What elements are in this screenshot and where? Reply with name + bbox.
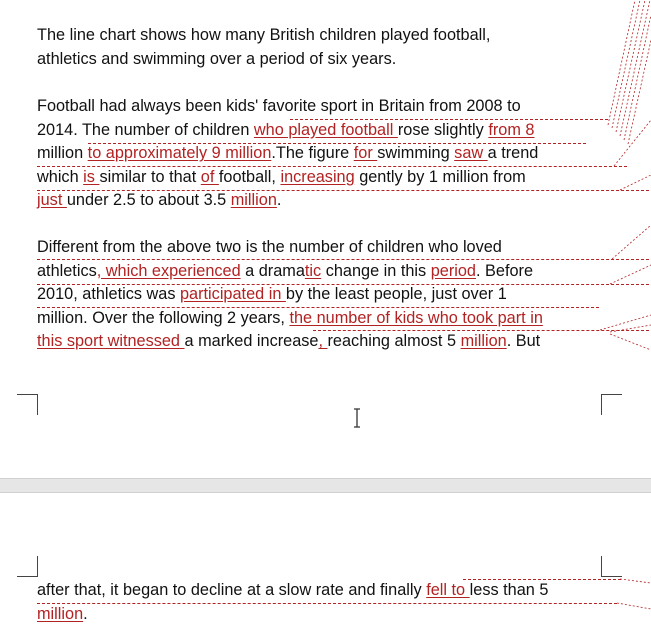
tracked-insertion[interactable]: tic — [304, 261, 322, 280]
text-run: change in this — [321, 261, 431, 280]
tracked-insertion[interactable]: from 8 — [488, 120, 535, 139]
page-corner-mark-icon — [601, 394, 622, 415]
text-run: athletics and swimming over a period of … — [37, 49, 397, 68]
text-run: by the least people, just over 1 — [285, 285, 507, 303]
tracked-insertion[interactable]: million — [460, 332, 507, 350]
margin-comment-connectors — [600, 0, 651, 351]
text-line: The line chart shows how many British ch… — [37, 24, 617, 48]
tracked-insertion[interactable]: increasing — [280, 167, 355, 186]
text-run: under 2.5 to about 3.5 — [66, 191, 231, 209]
tracked-insertion[interactable]: , which experienced — [96, 261, 241, 280]
text-run: a trend — [487, 144, 539, 162]
tracked-insertion[interactable]: million — [37, 604, 84, 623]
revision-dash-line — [290, 119, 608, 120]
tracked-insertion[interactable]: just — [37, 191, 67, 209]
text-run: similar to that — [99, 167, 201, 186]
document-page-2: after that, it began to decline at a slo… — [0, 493, 651, 639]
text-run: The line chart shows how many British ch… — [37, 26, 491, 44]
text-run: million. Over the following 2 years, — [37, 308, 290, 327]
text-run: which — [37, 167, 84, 186]
text-run: . — [276, 191, 282, 209]
text-line: after that, it began to decline at a slo… — [37, 579, 617, 603]
text-run: athletics — [37, 261, 97, 280]
revision-dash-line — [37, 190, 649, 191]
text-line: 2010, athletics was participated in by t… — [37, 283, 617, 307]
text-run: Different from the above two is the numb… — [37, 238, 502, 256]
text-line: athletics and swimming over a period of … — [37, 48, 617, 72]
document-page-1: The line chart shows how many British ch… — [17, 0, 651, 428]
text-run: a marked increase — [184, 332, 319, 350]
paragraph-4[interactable]: after that, it began to decline at a slo… — [37, 579, 617, 626]
tracked-insertion[interactable]: who played football — [253, 120, 398, 139]
text-line: Football had always been kids' favorite … — [37, 95, 617, 119]
revision-dash-line — [37, 284, 649, 285]
text-run: Football had always been kids' favorite … — [37, 97, 521, 115]
tracked-insertion[interactable]: this sport witnessed — [37, 332, 185, 350]
tracked-insertion[interactable]: , — [318, 332, 328, 350]
tracked-insertion[interactable]: participated in — [180, 285, 286, 303]
margin-comment-connectors — [616, 578, 651, 610]
text-line: million. Over the following 2 years, the… — [37, 307, 617, 331]
text-line: which is similar to that of football, in… — [37, 166, 617, 190]
text-line: million. — [37, 603, 617, 627]
text-line: Different from the above two is the numb… — [37, 236, 617, 260]
tracked-insertion[interactable]: fell to — [426, 581, 470, 599]
text-run: rose slightly — [397, 120, 489, 139]
paragraph-1[interactable]: The line chart shows how many British ch… — [37, 24, 617, 71]
page-separator — [0, 478, 651, 493]
tracked-insertion[interactable]: of — [200, 167, 219, 186]
tracked-insertion[interactable]: period — [430, 261, 476, 280]
text-run: 2014. The number of children — [37, 120, 254, 139]
text-cursor-icon — [354, 408, 360, 428]
text-run: after that, it began to decline at a slo… — [37, 581, 427, 599]
tracked-insertion[interactable]: million — [230, 191, 277, 209]
text-run: million — [37, 144, 88, 162]
text-run: less than 5 — [469, 581, 549, 599]
text-run: a drama — [240, 261, 305, 280]
text-line: this sport witnessed a marked increase, … — [37, 330, 617, 354]
text-run: swimming — [377, 144, 455, 162]
text-run: 2010, athletics was — [37, 285, 180, 303]
revision-dash-line — [37, 307, 599, 308]
text-line: just under 2.5 to about 3.5 million. — [37, 189, 617, 213]
text-run: .The figure — [271, 144, 354, 162]
revision-dash-line — [37, 259, 649, 260]
tracked-insertion[interactable]: to approximately 9 million — [87, 144, 272, 162]
text-line: million to approximately 9 million.The f… — [37, 142, 617, 166]
text-run: . — [83, 604, 88, 623]
tracked-insertion[interactable]: for — [353, 144, 378, 162]
tracked-insertion[interactable]: is — [83, 167, 100, 186]
revision-dash-line — [37, 166, 627, 167]
text-line: athletics, which experienced a dramatic … — [37, 260, 617, 284]
text-run: . But — [506, 332, 541, 350]
revision-dash-line — [37, 603, 617, 604]
text-run: gently by 1 million from — [354, 167, 526, 186]
page-corner-mark-icon — [17, 556, 38, 577]
text-run: . Before — [475, 261, 534, 280]
revision-dash-line — [313, 330, 649, 331]
text-run: reaching almost 5 — [327, 332, 461, 350]
page-corner-mark-icon — [17, 394, 38, 415]
paragraph-2[interactable]: Football had always been kids' favorite … — [37, 95, 617, 213]
tracked-insertion[interactable]: saw — [454, 144, 488, 162]
revision-dash-line — [88, 143, 586, 144]
paragraph-3[interactable]: Different from the above two is the numb… — [37, 236, 617, 354]
text-run: football, — [218, 167, 281, 186]
text-line: 2014. The number of children who played … — [37, 119, 617, 143]
revision-dash-line — [463, 579, 621, 580]
tracked-insertion[interactable]: the number of kids who took part in — [289, 308, 543, 327]
page-corner-mark-icon — [601, 556, 622, 577]
